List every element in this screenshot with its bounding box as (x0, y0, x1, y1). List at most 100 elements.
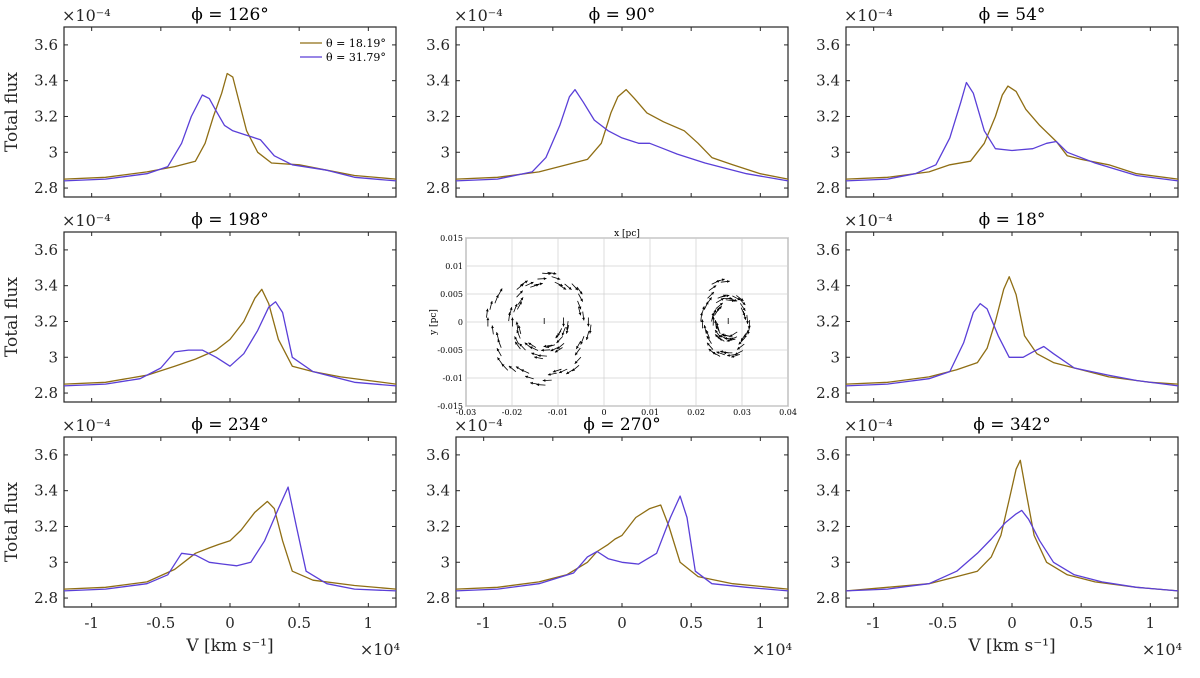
vector-arrowhead (720, 350, 723, 354)
panel-0: 3.6 3.4 3.2 3 2.8 ×10⁻⁴ ϕ = 126° Total flux θ = … (2, 5, 397, 198)
y-axis-label: Total flux (2, 482, 22, 562)
panel-title: ϕ = 234° (191, 415, 269, 435)
vector-arrowhead (579, 291, 583, 295)
vector-arrowhead (515, 366, 519, 370)
y-tick-label: 2.8 (816, 589, 840, 607)
vector-arrowhead (565, 330, 569, 334)
x-tick-label: 0 (1007, 614, 1017, 632)
vector-arrowhead (574, 360, 578, 364)
vector-arrowhead (524, 280, 528, 284)
y-multiplier: ×10⁻⁴ (62, 211, 111, 230)
y-tick-label: 3.4 (426, 72, 450, 90)
vector-arrowhead (582, 317, 585, 321)
x-axis-label: V [km s⁻¹] (185, 636, 273, 656)
y-tick-label: 3 (48, 143, 58, 161)
vector-y-tick: 0.01 (445, 262, 463, 271)
vector-x-tick: 0.04 (779, 408, 797, 417)
x-tick-label: -1 (476, 614, 491, 632)
vector-arrowhead (568, 286, 572, 290)
vector-arrowhead (713, 309, 717, 313)
vector-x-tick: 0.02 (687, 408, 705, 417)
vector-x-tick: 0 (601, 408, 606, 417)
y-tick-label: 3.6 (34, 241, 58, 259)
series-line-1 (845, 81, 1179, 182)
vector-arrowhead (718, 306, 722, 310)
vector-arrowhead (550, 348, 554, 352)
series-line-1 (63, 301, 397, 387)
series-line-0 (845, 459, 1179, 592)
y-tick-label: 3.2 (426, 517, 450, 535)
x-tick-label: 0.5 (1069, 614, 1093, 632)
vector-arrowhead (519, 301, 522, 305)
vector-arrowhead (706, 335, 710, 339)
vector-arrowhead (715, 322, 719, 326)
vector-arrowhead (497, 357, 501, 361)
x-tick-label: -0.5 (538, 614, 567, 632)
axes-box (63, 231, 397, 403)
vector-x-tick: -0.01 (548, 408, 569, 417)
vector-arrowhead (740, 338, 744, 341)
panel-title: ϕ = 90° (589, 5, 656, 25)
y-tick-label: 3.2 (426, 107, 450, 125)
y-tick-label: 3 (830, 348, 840, 366)
vector-arrowhead (508, 365, 512, 369)
y-tick-label: 3.4 (34, 482, 58, 500)
x-tick-label: 1 (364, 614, 374, 632)
vector-arrowhead (747, 331, 750, 335)
vector-arrowhead (721, 333, 725, 337)
vector-arrowhead (719, 302, 723, 306)
vector-y-tick: 0 (458, 318, 463, 327)
vector-arrowhead (731, 354, 735, 358)
panel-1: 3.6 3.4 3.2 3 2.8 ×10⁻⁴ ϕ = 90° (426, 5, 789, 198)
x-tick-label: -0.5 (928, 614, 957, 632)
vector-arrowhead (509, 307, 513, 311)
vector-arrowhead (561, 332, 565, 336)
legend-box (296, 33, 392, 67)
vector-arrowhead (486, 317, 490, 321)
vector-arrowhead (525, 375, 529, 379)
vector-arrowhead (711, 291, 714, 295)
vector-y-label: y [pc] (429, 309, 439, 336)
vector-arrowhead (557, 277, 561, 280)
panel-5: 3.6 3.4 3.2 3 2.8 ×10⁻⁴ ϕ = 18° (816, 210, 1179, 403)
vector-arrowhead (499, 288, 503, 292)
y-tick-label: 2.8 (426, 589, 450, 607)
vector-arrowhead (552, 369, 556, 373)
vector-arrowhead (490, 301, 493, 304)
y-multiplier: ×10⁻⁴ (844, 416, 893, 435)
axes-box (845, 231, 1179, 403)
vector-arrowhead (553, 272, 557, 275)
x-tick-label: -0.5 (146, 614, 175, 632)
series-line-1 (845, 509, 1179, 592)
series-line-1 (63, 486, 397, 592)
y-tick-label: 3.2 (816, 107, 840, 125)
panel-8: 3.6 3.4 3.2 3 2.8 -1 -0.5 0 0.5 1 ×10⁻⁴ ×10⁴ ϕ = 342… (816, 415, 1182, 659)
vector-arrowhead (566, 371, 570, 374)
vector-arrowhead (580, 341, 584, 345)
panel-title: ϕ = 270° (583, 415, 661, 435)
panel-title: ϕ = 198° (191, 210, 269, 230)
x-tick-label: 0 (225, 614, 235, 632)
vector-arrowhead (496, 348, 500, 352)
vector-arrowhead (556, 340, 560, 343)
panel-4: -0.03 -0.02 -0.01 0 0.01 0.02 0.03 0.04 0.015 0.0… (429, 229, 797, 417)
vector-arrowhead (708, 348, 712, 352)
vector-arrowhead (705, 330, 709, 334)
vector-arrowhead (524, 342, 528, 346)
y-tick-label: 3.6 (34, 446, 58, 464)
x-tick-label: 1 (756, 614, 766, 632)
axes-box (455, 26, 789, 198)
vector-arrowhead (491, 325, 494, 329)
vector-arrowhead (543, 344, 547, 348)
x-tick-label: -1 (84, 614, 99, 632)
vector-arrowhead (559, 370, 563, 374)
y-tick-label: 3.4 (816, 277, 840, 295)
panel-title: ϕ = 18° (979, 210, 1046, 230)
vector-arrowhead (557, 333, 560, 337)
y-tick-label: 3 (440, 143, 450, 161)
vector-arrowhead (726, 339, 730, 342)
y-tick-label: 2.8 (816, 179, 840, 197)
y-multiplier: ×10⁻⁴ (62, 6, 111, 25)
y-axis-label: Total flux (2, 72, 22, 152)
vector-arrowhead (575, 287, 578, 291)
